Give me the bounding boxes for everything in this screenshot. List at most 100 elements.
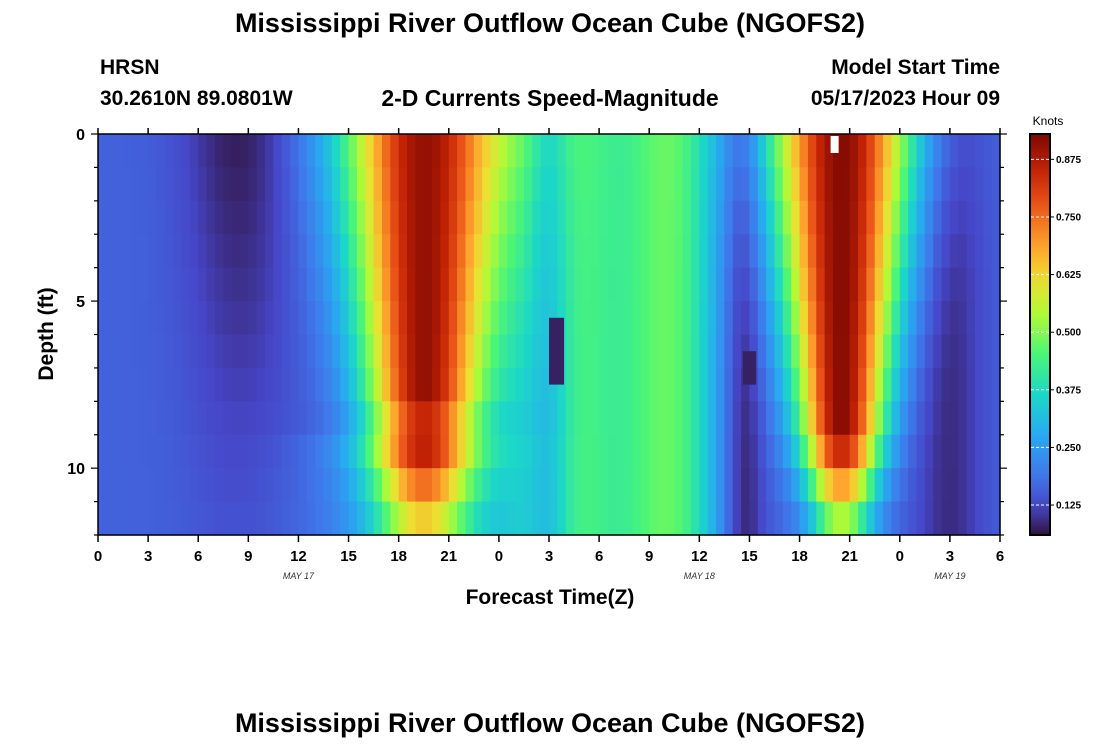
heatmap-cell — [214, 200, 224, 235]
heatmap-cell — [782, 134, 792, 169]
heatmap-cell — [181, 367, 191, 402]
heatmap-cell — [373, 167, 383, 202]
heatmap-cell — [123, 468, 133, 503]
heatmap-cell — [348, 200, 358, 235]
heatmap-cell — [256, 200, 266, 235]
heatmap-cell — [214, 301, 224, 336]
heatmap-cell — [265, 468, 274, 503]
heatmap-cell — [699, 468, 709, 503]
heatmap-cell — [432, 134, 442, 169]
heatmap-cell — [983, 167, 993, 202]
heatmap-cell — [482, 501, 492, 536]
heatmap-cell — [933, 134, 943, 169]
heatmap-cell — [523, 367, 533, 402]
heatmap-cell — [757, 401, 767, 436]
heatmap-cell — [473, 167, 483, 202]
heatmap-cell — [265, 401, 274, 436]
heatmap-cell — [724, 301, 734, 336]
heatmap-cell — [331, 468, 341, 503]
heatmap-cell — [732, 200, 742, 235]
heatmap-cell — [123, 267, 133, 302]
heatmap-cell — [891, 501, 901, 536]
heatmap-cell — [690, 234, 700, 269]
heatmap-cell — [498, 401, 508, 436]
heatmap-cell — [148, 167, 158, 202]
heatmap-cell — [106, 234, 116, 269]
heatmap-cell — [373, 334, 383, 369]
heatmap-cell — [423, 167, 433, 202]
heatmap-cell — [440, 401, 450, 436]
heatmap-cell — [265, 234, 274, 269]
heatmap-cell — [214, 401, 224, 436]
heatmap-cell — [841, 267, 851, 302]
heatmap-cell — [699, 200, 709, 235]
heatmap-cell — [899, 167, 909, 202]
heatmap-cell — [707, 401, 717, 436]
x-tick-label: 3 — [144, 548, 152, 565]
heatmap-cell — [273, 468, 283, 503]
heatmap-cell — [657, 234, 667, 269]
heatmap-cell — [340, 234, 350, 269]
heatmap-cell — [482, 434, 492, 469]
heatmap-cell — [782, 200, 792, 235]
heatmap-cell — [958, 301, 968, 336]
heatmap-cell — [674, 134, 684, 169]
heatmap-cell — [883, 367, 893, 402]
heatmap-cell — [223, 167, 233, 202]
heatmap-cell — [306, 367, 316, 402]
heatmap-cell — [949, 267, 959, 302]
heatmap-cell — [724, 367, 734, 402]
heatmap-cell — [933, 468, 943, 503]
heatmap-cell — [657, 434, 667, 469]
heatmap-cell — [941, 401, 951, 436]
heatmap-cell — [415, 401, 425, 436]
heatmap-cell — [866, 234, 876, 269]
heatmap-cell — [440, 367, 450, 402]
heatmap-cell — [991, 334, 1001, 369]
heatmap-cell — [482, 267, 492, 302]
heatmap-cell — [674, 234, 684, 269]
heatmap-cell — [866, 367, 876, 402]
heatmap-cell — [106, 167, 116, 202]
heatmap-cell — [933, 301, 943, 336]
heatmap-cell — [231, 334, 241, 369]
heatmap-cell — [599, 167, 609, 202]
heatmap-cell — [607, 234, 617, 269]
heatmap-cell — [657, 301, 667, 336]
heatmap-cell — [515, 401, 525, 436]
heatmap-cell — [933, 167, 943, 202]
heatmap-cell — [498, 134, 508, 169]
heatmap-cell — [665, 501, 675, 536]
heatmap-cell — [574, 434, 584, 469]
heatmap-cell — [281, 501, 291, 536]
heatmap-cell — [841, 434, 851, 469]
heatmap-cell — [348, 501, 358, 536]
heatmap-cell — [365, 434, 375, 469]
heatmap-cell — [123, 334, 133, 369]
heatmap-cell — [849, 301, 859, 336]
heatmap-cell — [707, 434, 717, 469]
heatmap-cell — [741, 501, 751, 536]
heatmap-cell — [916, 468, 926, 503]
heatmap-cell — [523, 334, 533, 369]
heatmap-cell — [874, 401, 884, 436]
heatmap-cell — [457, 267, 467, 302]
heatmap-cell — [716, 401, 725, 436]
heatmap-cell — [866, 301, 876, 336]
heatmap-cell — [98, 468, 107, 503]
heatmap-cell — [265, 134, 274, 169]
heatmap-cell — [356, 434, 366, 469]
heatmap-cell — [398, 501, 408, 536]
heatmap-cell — [582, 267, 592, 302]
heatmap-cell — [440, 167, 450, 202]
heatmap-cell — [114, 468, 124, 503]
heatmap-cell — [782, 167, 792, 202]
heatmap-cell — [732, 501, 742, 536]
heatmap-cell — [624, 234, 634, 269]
heatmap-cell — [924, 167, 934, 202]
heatmap-cell — [699, 301, 709, 336]
heatmap-cell — [148, 434, 158, 469]
heatmap-cell — [381, 301, 391, 336]
heatmap-cell — [198, 401, 208, 436]
heatmap-cell — [974, 200, 984, 235]
